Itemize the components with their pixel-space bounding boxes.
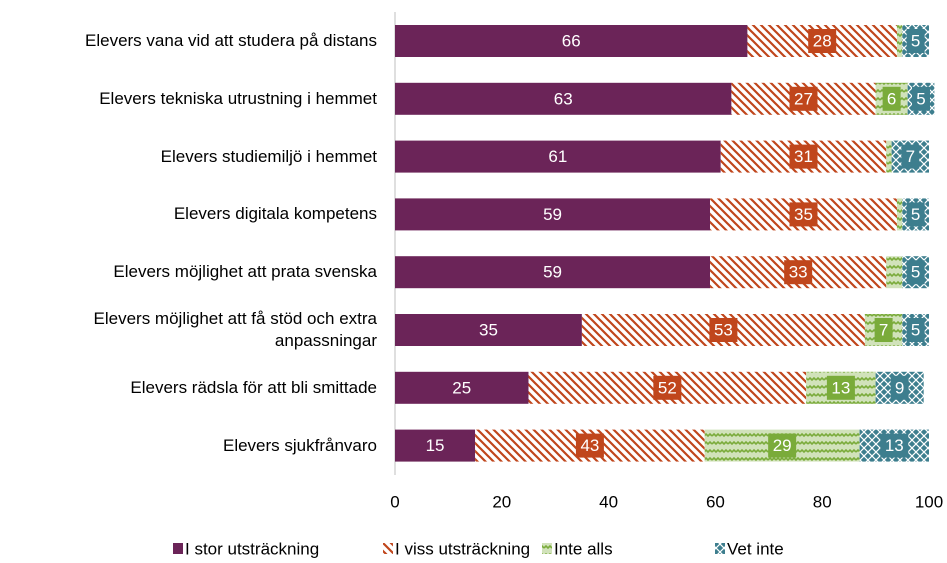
category-label: Elevers möjlighet att prata svenska [113, 262, 377, 282]
data-label: 52 [658, 378, 677, 397]
category-label: Elevers möjlighet att få stöd och extra … [93, 309, 377, 350]
x-tick-label: 40 [599, 492, 618, 511]
label-box [890, 375, 909, 400]
data-label: 6 [887, 89, 896, 108]
data-label: 43 [580, 436, 599, 455]
label-box [789, 86, 818, 111]
label-box [874, 318, 893, 342]
bar-segment [395, 314, 582, 346]
data-label: 31 [794, 147, 813, 166]
bar-segment [395, 256, 711, 289]
data-label: 25 [452, 378, 471, 397]
label-box [906, 260, 925, 285]
data-label: 35 [479, 320, 498, 339]
x-tick-label: 100 [915, 492, 943, 511]
label-box [709, 318, 738, 342]
data-label: 29 [773, 436, 792, 455]
legend-label: I stor utsträckning [185, 539, 319, 558]
bar-segment [395, 82, 732, 115]
data-label: 59 [543, 205, 562, 224]
data-label: 61 [548, 147, 567, 166]
category-label: Elevers digitala kompetens [173, 204, 377, 224]
data-label: 63 [554, 89, 573, 108]
data-label: 5 [911, 31, 920, 50]
x-tick-label: 20 [492, 492, 511, 511]
data-label: 5 [916, 89, 925, 108]
x-tick-label: 80 [813, 492, 832, 511]
bar-segment [886, 140, 892, 173]
data-label: 35 [794, 205, 813, 224]
data-label: 7 [906, 147, 915, 166]
data-label: 27 [794, 89, 813, 108]
data-label: 53 [714, 320, 733, 339]
label-box [808, 29, 837, 53]
data-label: 15 [426, 436, 445, 455]
legend-swatch [542, 543, 552, 554]
label-box [789, 144, 818, 169]
data-label: 13 [885, 436, 904, 455]
category-label: Elevers rädsla för att bli smittade [130, 377, 377, 397]
legend-swatch [715, 543, 725, 554]
label-box [906, 29, 925, 53]
label-box [906, 202, 925, 227]
label-box [575, 433, 604, 458]
data-label: 28 [813, 31, 832, 50]
bar-segment [896, 25, 903, 57]
x-tick-label: 0 [390, 492, 399, 511]
bar-segment [395, 25, 748, 57]
label-box [784, 260, 813, 285]
data-label: 13 [831, 378, 850, 397]
legend-swatch [173, 543, 183, 554]
data-label: 66 [562, 31, 581, 50]
label-box [906, 318, 925, 342]
data-label: 9 [895, 378, 904, 397]
data-label: 7 [879, 320, 888, 339]
category-label: Elevers tekniska utrustning i hemmet [99, 88, 377, 108]
bar-segment [395, 198, 711, 231]
category-label: Elevers vana vid att studera på distans [85, 31, 377, 50]
legend-label: Vet inte [727, 539, 784, 558]
label-box [789, 202, 818, 227]
label-box [768, 433, 797, 458]
label-box [911, 86, 930, 111]
label-box [882, 86, 901, 111]
category-label: Elevers sjukfrånvaro [222, 435, 377, 455]
x-tick-label: 60 [706, 492, 725, 511]
bar-segment [395, 140, 721, 173]
data-label: 5 [911, 263, 920, 282]
data-label: 33 [789, 263, 808, 282]
data-label: 5 [911, 320, 920, 339]
legend-swatch [383, 543, 393, 554]
label-box [880, 433, 909, 458]
bar-segment [395, 429, 476, 462]
bar-segment [896, 198, 903, 231]
data-label: 5 [911, 205, 920, 224]
bar-segment [395, 371, 529, 404]
legend-label: Inte alls [554, 539, 613, 558]
label-box [901, 144, 920, 169]
category-label: Elevers studiemiljö i hemmet [160, 146, 377, 166]
label-box [653, 375, 682, 400]
legend-label: I viss utsträckning [395, 539, 530, 558]
label-box [826, 375, 855, 400]
data-label: 59 [543, 263, 562, 282]
bar-segment [886, 256, 903, 289]
